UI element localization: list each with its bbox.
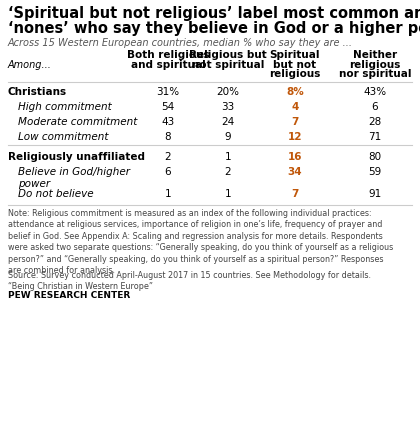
- Text: 31%: 31%: [156, 87, 180, 97]
- Text: Both religious: Both religious: [127, 50, 209, 60]
- Text: ‘Spiritual but not religious’ label most common among: ‘Spiritual but not religious’ label most…: [8, 6, 420, 21]
- Text: 2: 2: [165, 152, 171, 162]
- Text: 43%: 43%: [363, 87, 386, 97]
- Text: PEW RESEARCH CENTER: PEW RESEARCH CENTER: [8, 291, 130, 300]
- Text: religious: religious: [269, 69, 321, 79]
- Text: Among...: Among...: [8, 60, 52, 70]
- Text: 54: 54: [161, 102, 175, 112]
- Text: Across 15 Western European countries, median % who say they are ...: Across 15 Western European countries, me…: [8, 38, 353, 48]
- Text: 34: 34: [288, 167, 302, 177]
- Text: but not: but not: [273, 59, 317, 70]
- Text: 24: 24: [221, 117, 235, 127]
- Text: High commitment: High commitment: [18, 102, 112, 112]
- Text: 12: 12: [288, 132, 302, 142]
- Text: Religious but: Religious but: [189, 50, 267, 60]
- Text: 33: 33: [221, 102, 235, 112]
- Text: 71: 71: [368, 132, 382, 142]
- Text: Moderate commitment: Moderate commitment: [18, 117, 137, 127]
- Text: Source: Survey conducted April-August 2017 in 15 countries. See Methodology for : Source: Survey conducted April-August 20…: [8, 271, 371, 291]
- Text: Spiritual: Spiritual: [270, 50, 320, 60]
- Text: 8: 8: [165, 132, 171, 142]
- Text: 8%: 8%: [286, 87, 304, 97]
- Text: Religiously unaffiliated: Religiously unaffiliated: [8, 152, 145, 162]
- Text: 1: 1: [225, 152, 231, 162]
- Text: nor spiritual: nor spiritual: [339, 69, 411, 79]
- Text: 2: 2: [225, 167, 231, 177]
- Text: 4: 4: [291, 102, 299, 112]
- Text: ‘nones’ who say they believe in God or a higher power: ‘nones’ who say they believe in God or a…: [8, 21, 420, 36]
- Text: 7: 7: [291, 189, 299, 199]
- Text: 6: 6: [165, 167, 171, 177]
- Text: 91: 91: [368, 189, 382, 199]
- Text: 20%: 20%: [216, 87, 239, 97]
- Text: 16: 16: [288, 152, 302, 162]
- Text: Note: Religious commitment is measured as an index of the following individual p: Note: Religious commitment is measured a…: [8, 209, 393, 275]
- Text: 43: 43: [161, 117, 175, 127]
- Text: 1: 1: [165, 189, 171, 199]
- Text: Believe in God/higher
power: Believe in God/higher power: [18, 167, 130, 189]
- Text: Do not believe: Do not believe: [18, 189, 94, 199]
- Text: 9: 9: [225, 132, 231, 142]
- Text: religious: religious: [349, 59, 401, 70]
- Text: and spiritual: and spiritual: [131, 59, 205, 70]
- Text: Neither: Neither: [353, 50, 397, 60]
- Text: not spiritual: not spiritual: [192, 59, 264, 70]
- Text: Christians: Christians: [8, 87, 67, 97]
- Text: 1: 1: [225, 189, 231, 199]
- Text: 80: 80: [368, 152, 381, 162]
- Text: 59: 59: [368, 167, 382, 177]
- Text: 28: 28: [368, 117, 382, 127]
- Text: 6: 6: [372, 102, 378, 112]
- Text: Low commitment: Low commitment: [18, 132, 108, 142]
- Text: 7: 7: [291, 117, 299, 127]
